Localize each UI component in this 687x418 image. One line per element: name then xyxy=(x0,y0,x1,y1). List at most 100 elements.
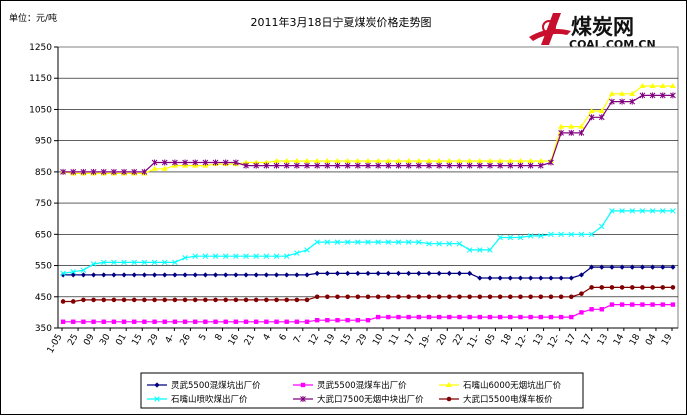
data-point xyxy=(151,272,158,278)
legend-swatch-marker xyxy=(154,382,160,388)
data-point xyxy=(588,108,595,114)
y-tick-label: 1250 xyxy=(29,43,52,53)
unit-label: 单位：元/吨 xyxy=(9,12,57,24)
data-point xyxy=(233,297,239,303)
data-point xyxy=(223,272,229,278)
x-tick-label: 19 xyxy=(660,332,675,347)
data-point xyxy=(151,259,158,266)
x-tick-label: 12- xyxy=(546,333,562,351)
plot-area xyxy=(57,46,679,329)
data-point xyxy=(640,302,645,307)
data-point xyxy=(466,157,473,163)
data-point xyxy=(80,272,87,278)
data-point xyxy=(355,270,361,276)
data-point xyxy=(386,294,391,300)
y-tick-label: 950 xyxy=(35,137,52,147)
data-point xyxy=(152,319,157,324)
data-point xyxy=(80,168,87,175)
data-point xyxy=(467,270,473,276)
data-point xyxy=(192,159,199,166)
y-tick-label: 1150 xyxy=(29,74,52,84)
data-point xyxy=(426,162,432,169)
data-point xyxy=(60,319,66,324)
x-tick-label: 15 xyxy=(130,333,144,348)
data-point xyxy=(212,272,219,278)
data-point xyxy=(161,165,168,171)
series-4 xyxy=(60,208,676,277)
data-point xyxy=(477,275,483,281)
data-point xyxy=(335,294,340,300)
x-tick-label: 7- xyxy=(292,333,305,346)
data-point xyxy=(476,162,483,169)
data-point xyxy=(283,253,290,259)
legend-entry: 石嘴山喷吹煤出厂价 xyxy=(147,394,248,405)
data-point xyxy=(131,259,137,266)
data-point xyxy=(639,264,646,270)
data-point xyxy=(507,162,514,169)
data-point xyxy=(91,297,96,303)
data-point xyxy=(650,302,655,307)
data-point xyxy=(203,319,208,324)
data-point xyxy=(599,285,605,290)
data-point xyxy=(71,319,76,324)
data-point xyxy=(447,294,452,300)
data-point xyxy=(426,314,432,320)
data-point xyxy=(558,231,564,238)
data-point xyxy=(558,129,564,136)
data-point xyxy=(273,162,280,169)
data-point xyxy=(548,159,554,166)
data-point xyxy=(192,253,198,259)
data-point xyxy=(476,157,483,163)
data-point xyxy=(253,159,260,165)
y-tick-label: 350 xyxy=(35,324,52,334)
data-point xyxy=(568,231,575,238)
data-point xyxy=(162,319,167,324)
legend-entry: 大武口7500无烟中块出厂价 xyxy=(293,394,424,405)
data-point xyxy=(639,208,646,214)
legend-swatch-marker xyxy=(300,396,306,402)
data-point xyxy=(568,129,575,136)
logo-mark-icon xyxy=(529,13,571,45)
data-point xyxy=(375,314,381,320)
data-point xyxy=(90,168,97,175)
data-point xyxy=(569,314,574,320)
x-tick-label: 10 xyxy=(371,332,386,347)
data-point xyxy=(253,272,259,278)
data-point xyxy=(324,162,331,169)
data-point xyxy=(60,272,66,278)
data-point xyxy=(548,231,554,238)
data-point xyxy=(446,162,453,169)
x-tick-label: 13 xyxy=(532,333,546,348)
data-point xyxy=(415,162,422,169)
data-point xyxy=(131,168,138,175)
data-point xyxy=(273,157,280,163)
data-point xyxy=(213,319,218,324)
data-point xyxy=(314,317,320,323)
data-point xyxy=(121,168,127,175)
data-point xyxy=(132,319,137,324)
data-point xyxy=(406,270,412,276)
data-point xyxy=(151,165,158,171)
x-tick-label: 19- xyxy=(418,333,434,351)
data-point xyxy=(161,259,168,266)
data-point xyxy=(355,239,361,245)
data-point xyxy=(212,253,219,259)
data-point xyxy=(294,272,300,278)
data-point xyxy=(619,285,625,290)
data-point xyxy=(487,247,493,253)
data-point xyxy=(517,275,524,281)
x-tick-label: 09 xyxy=(82,332,97,347)
data-point xyxy=(314,157,321,163)
data-point xyxy=(345,317,350,323)
data-point xyxy=(558,314,564,320)
x-tick-label: 19 xyxy=(323,332,338,347)
data-point xyxy=(517,157,524,163)
data-point xyxy=(304,319,310,324)
data-point xyxy=(578,123,585,129)
x-tick-label: 04 xyxy=(644,332,659,347)
legend-label: 灵武5500混煤坑出厂价 xyxy=(171,380,261,391)
data-point xyxy=(70,269,76,275)
data-point xyxy=(426,270,432,276)
data-point xyxy=(396,314,401,320)
